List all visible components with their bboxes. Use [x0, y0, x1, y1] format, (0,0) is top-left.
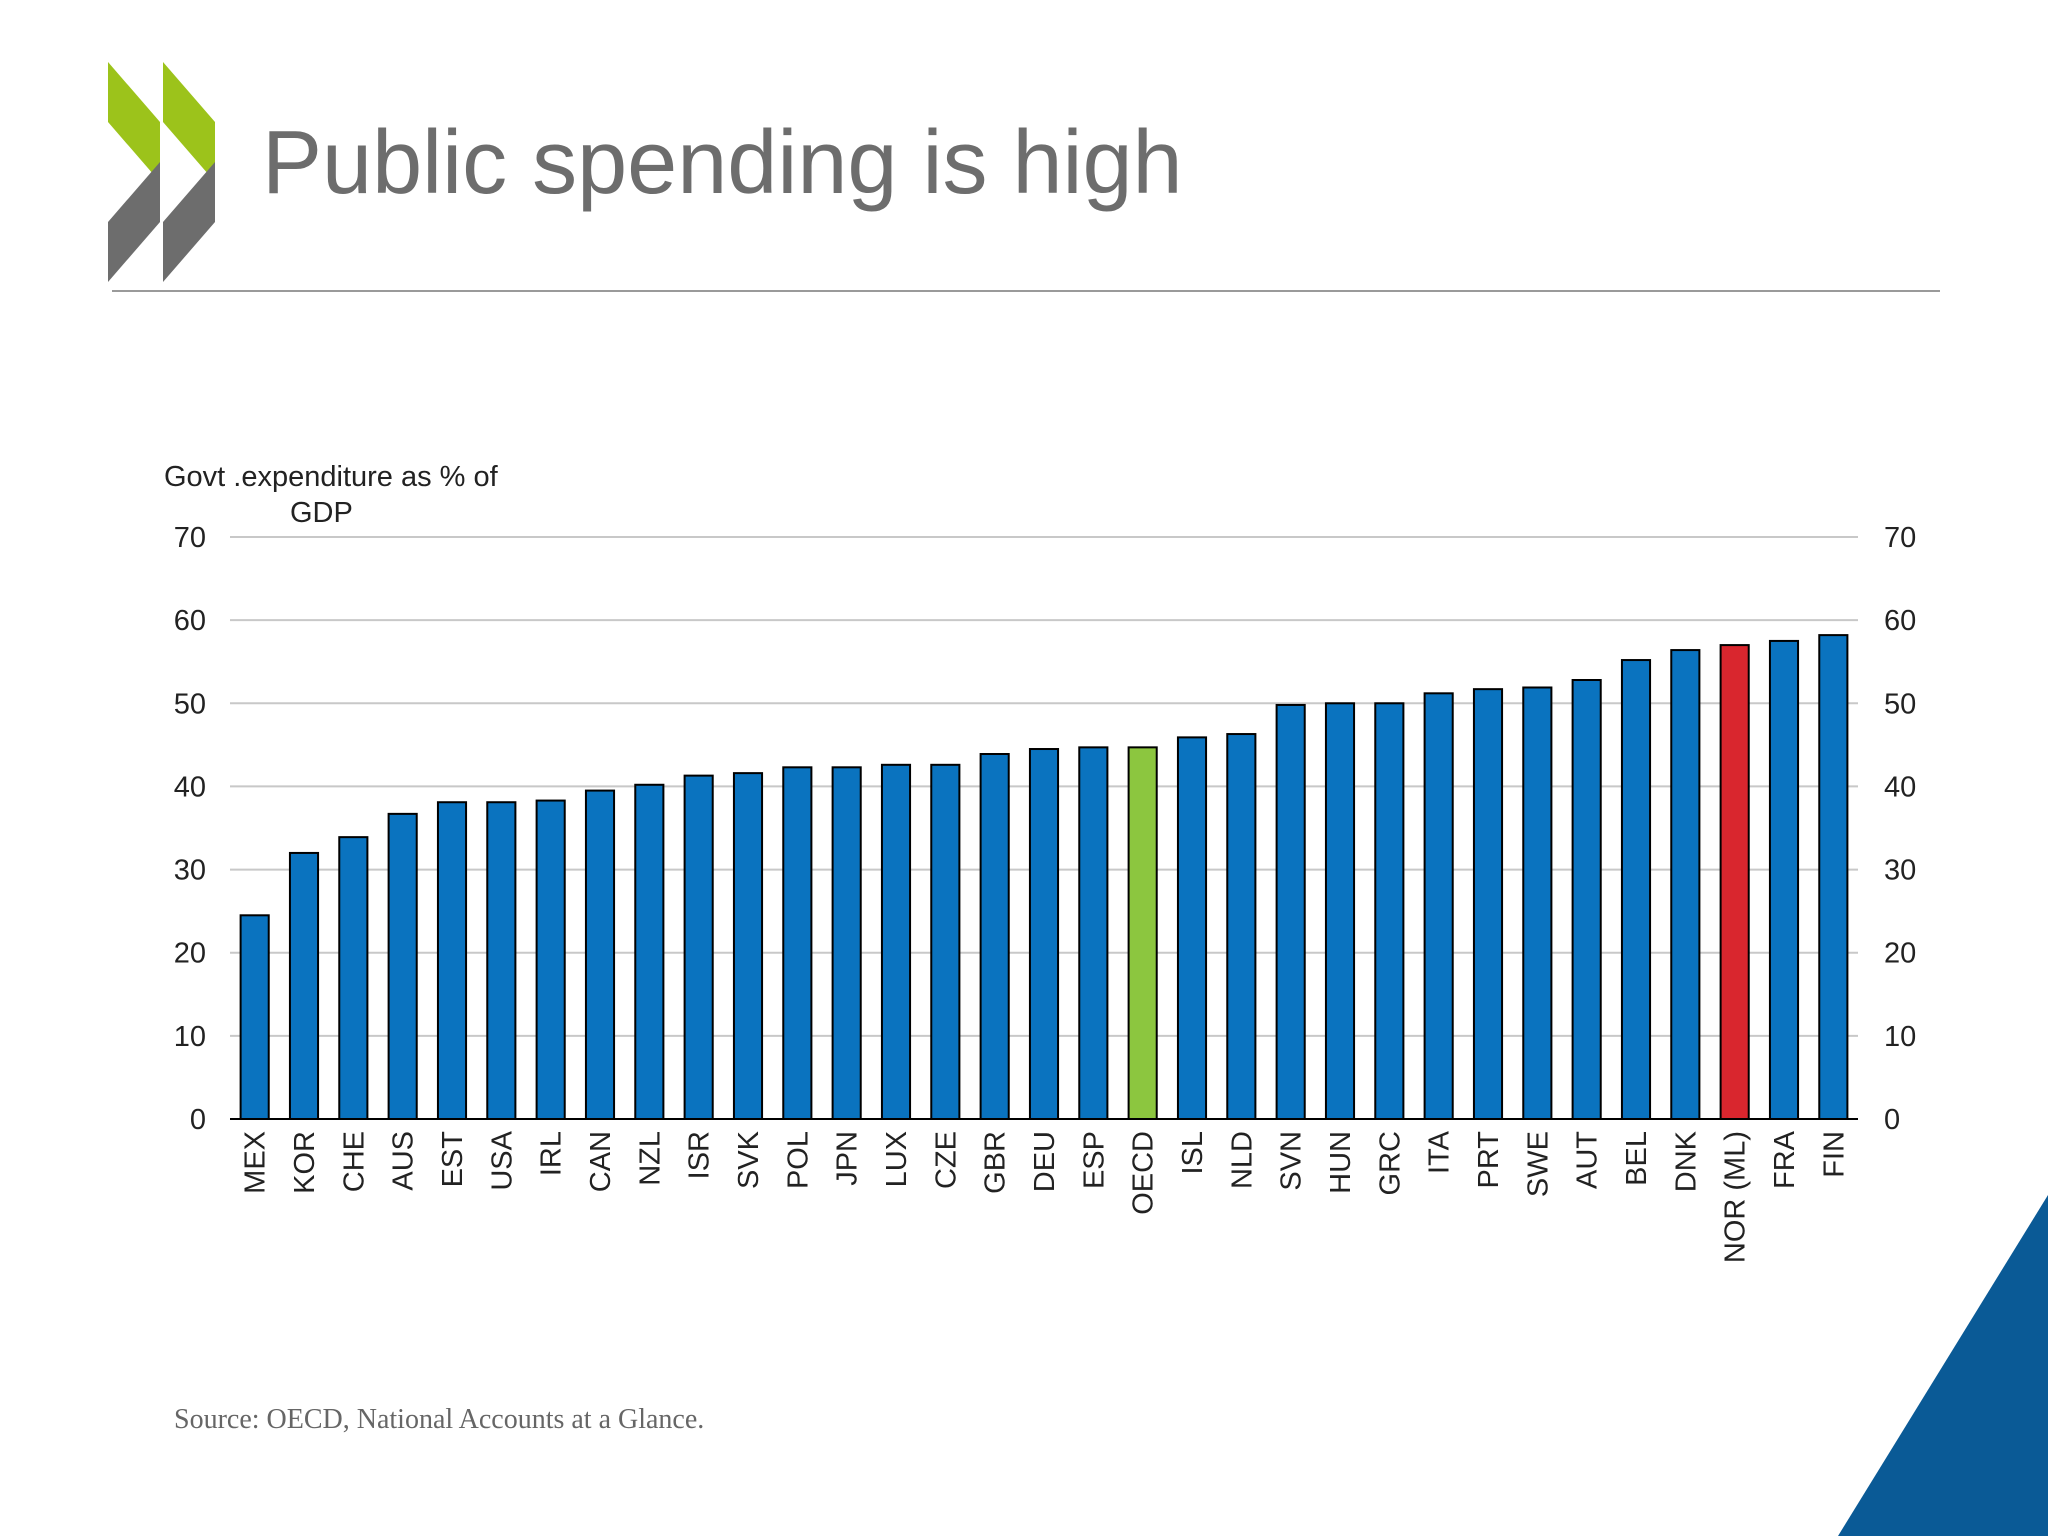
bar-isl	[1176, 736, 1208, 1120]
category-label: LUX	[881, 1131, 913, 1187]
category-label: OECD	[1128, 1131, 1160, 1215]
category-label: CZE	[930, 1131, 962, 1189]
bar-isr	[683, 774, 714, 1120]
bar-esp	[1078, 746, 1109, 1120]
bar-irl	[535, 799, 566, 1120]
category-label: FIN	[1818, 1131, 1850, 1178]
y-tick-label-left: 60	[174, 605, 206, 637]
bar-lux	[880, 763, 912, 1120]
category-label: FRA	[1769, 1130, 1801, 1189]
bar-nor-ml	[1719, 644, 1750, 1120]
category-label: ISL	[1177, 1131, 1209, 1175]
bar-kor	[288, 851, 320, 1120]
y-tick-label-left: 10	[174, 1021, 206, 1053]
category-label: BEL	[1621, 1131, 1653, 1186]
chart-bars	[239, 634, 1849, 1121]
category-label: CHE	[338, 1131, 370, 1192]
category-label: POL	[782, 1131, 814, 1189]
category-label: IRL	[536, 1131, 568, 1176]
bar-jpn	[831, 766, 862, 1120]
bar-bel	[1620, 659, 1652, 1121]
category-label: AUS	[388, 1131, 420, 1191]
y-tick-label-right: 70	[1884, 522, 1916, 554]
y-tick-label-right: 50	[1884, 688, 1916, 720]
y-tick-label-left: 0	[190, 1104, 206, 1136]
bar-dnk	[1670, 649, 1701, 1120]
logo-chevron-left-green	[108, 62, 160, 182]
category-label: AUT	[1572, 1131, 1604, 1189]
bar-che	[338, 836, 369, 1120]
category-label: NZL	[634, 1131, 666, 1186]
logo-chevron-left-grey	[108, 162, 160, 282]
category-label: SWE	[1522, 1131, 1554, 1197]
y-tick-label-right: 30	[1884, 855, 1916, 887]
y-tick-label-left: 40	[174, 771, 206, 803]
y-tick-label-left: 30	[174, 855, 206, 887]
category-label: SVN	[1276, 1131, 1308, 1191]
category-label: HUN	[1325, 1131, 1357, 1194]
category-label: DEU	[1029, 1131, 1061, 1192]
y-tick-label-left: 50	[174, 688, 206, 720]
y-tick-label-right: 40	[1884, 771, 1916, 803]
category-label: ISR	[684, 1131, 716, 1179]
logo-chevron-right-grey	[163, 162, 215, 282]
y-tick-label-right: 0	[1884, 1104, 1900, 1136]
y-axis-label-line1: Govt .expenditure as % of	[164, 461, 499, 493]
category-label: KOR	[289, 1131, 321, 1194]
bar-hun	[1324, 702, 1356, 1120]
category-labels: MEX KOR CHE AUS EST USA IRL CAN NZL ISR SVK POL JPN L…	[240, 1130, 1851, 1263]
bar-est	[436, 801, 468, 1120]
oecd-logo	[108, 62, 215, 282]
bar-mex	[239, 914, 270, 1120]
y-tick-label-right: 10	[1884, 1021, 1916, 1053]
category-label: JPN	[832, 1131, 864, 1186]
bar-pol	[782, 766, 813, 1120]
y-tick-label-left: 70	[174, 522, 206, 554]
left-axis-tick-labels: 0 10 20 30 40 50 60 70	[174, 522, 206, 1136]
y-tick-label-right: 60	[1884, 605, 1916, 637]
slide-title: Public spending is high	[262, 113, 1183, 213]
category-label: USA	[486, 1130, 518, 1190]
category-label: NOR (ML)	[1720, 1131, 1752, 1263]
bar-svk	[732, 772, 764, 1121]
y-axis-label-line2: GDP	[290, 497, 353, 529]
category-label: ITA	[1424, 1130, 1456, 1174]
bar-can	[584, 789, 616, 1120]
category-label: NLD	[1226, 1131, 1258, 1189]
y-tick-label-left: 20	[174, 938, 206, 970]
category-label: DNK	[1670, 1130, 1702, 1192]
category-label: ESP	[1078, 1131, 1110, 1189]
bar-usa	[486, 801, 517, 1120]
category-label: MEX	[240, 1131, 272, 1194]
right-axis-tick-labels: 0 10 20 30 40 50 60 70	[1884, 522, 1916, 1136]
bar-cze	[930, 763, 961, 1120]
bar-fra	[1768, 639, 1800, 1121]
bar-deu	[1028, 748, 1060, 1120]
bar-nzl	[634, 783, 665, 1120]
title-divider	[112, 290, 1940, 292]
bar-gbr	[979, 753, 1010, 1120]
bar-grc	[1374, 702, 1405, 1120]
bar-fin	[1818, 634, 1849, 1120]
bar-aut	[1571, 679, 1602, 1121]
bar-oecd	[1127, 746, 1158, 1120]
category-label: GBR	[980, 1131, 1012, 1194]
bar-prt	[1472, 688, 1504, 1120]
category-label: PRT	[1473, 1131, 1505, 1189]
logo-chevron-right-green	[163, 62, 215, 182]
category-label: CAN	[585, 1131, 617, 1192]
category-label: SVK	[733, 1130, 765, 1189]
y-tick-label-right: 20	[1884, 938, 1916, 970]
bar-aus	[387, 812, 418, 1120]
category-label: GRC	[1374, 1131, 1406, 1195]
bar-swe	[1522, 686, 1553, 1120]
bar-ita	[1423, 692, 1454, 1121]
bar-svn	[1275, 703, 1306, 1120]
bar-nld	[1226, 733, 1257, 1120]
source-note: Source: OECD, National Accounts at a Gla…	[174, 1404, 705, 1435]
category-label: EST	[437, 1131, 469, 1188]
